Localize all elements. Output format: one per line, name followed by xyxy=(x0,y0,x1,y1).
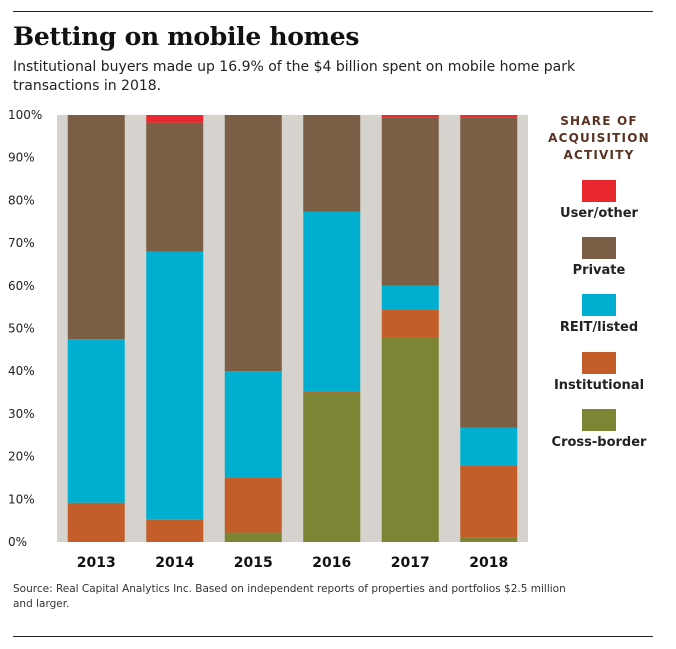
bar-segment-user-other-2017 xyxy=(381,115,439,118)
bar-segment-private-2017 xyxy=(381,117,439,286)
y-tick-label: 30% xyxy=(8,407,35,421)
x-tick-label-2018: 2018 xyxy=(469,555,508,571)
legend-swatch-reit-listed xyxy=(582,294,616,316)
y-tick-label: 0% xyxy=(8,535,27,549)
bar-segment-institutional-2015 xyxy=(224,477,282,533)
top-rule xyxy=(13,11,653,12)
bar-segment-private-2013 xyxy=(67,115,125,340)
bar-segment-user-other-2018 xyxy=(460,115,518,118)
x-tick-label-2017: 2017 xyxy=(391,555,430,571)
x-tick-label-2016: 2016 xyxy=(312,555,351,571)
bar-segment-cross-border-2015 xyxy=(224,532,282,542)
bar-segment-cross-border-2017 xyxy=(381,337,439,542)
legend-item-private: Private xyxy=(540,237,658,278)
bar-segment-reit-listed-2016 xyxy=(303,211,361,392)
bar-segment-cross-border-2016 xyxy=(303,392,361,542)
y-tick-label: 70% xyxy=(8,236,35,250)
legend-title: SHARE OF ACQUISITION ACTIVITY xyxy=(548,114,650,162)
y-tick-label: 10% xyxy=(8,492,35,506)
plot-background xyxy=(57,115,528,542)
bottom-rule xyxy=(13,636,653,637)
legend-label-reit-listed: REIT/listed xyxy=(559,320,639,335)
y-tick-label: 100% xyxy=(8,108,42,122)
bar-segment-private-2016 xyxy=(303,115,361,212)
y-tick-label: 40% xyxy=(8,364,35,378)
y-axis-ticks: 0% 10% 20% 30% 40% 50% 60% 70% 80% 90% 100% xyxy=(8,108,42,549)
bar-segment-reit-listed-2014 xyxy=(146,251,204,520)
legend-label-cross-border: Cross-border xyxy=(551,435,647,450)
x-axis-ticks: 2013 2014 2015 2016 2017 2018 xyxy=(77,555,508,571)
bar-segment-private-2018 xyxy=(460,117,518,428)
x-tick-label-2014: 2014 xyxy=(155,555,194,571)
bar-segment-user-other-2014 xyxy=(146,115,204,123)
legend-item-institutional: Institutional xyxy=(540,352,658,393)
bar-segment-institutional-2016 xyxy=(303,391,361,393)
y-tick-label: 50% xyxy=(8,322,35,336)
legend-swatch-cross-border xyxy=(582,409,616,431)
bar-segment-institutional-2013 xyxy=(67,502,125,542)
legend-swatch-institutional xyxy=(582,352,616,374)
bar-segment-institutional-2018 xyxy=(460,465,518,538)
bar-segment-cross-border-2018 xyxy=(460,537,518,542)
legend-swatch-private xyxy=(582,237,616,259)
chart-subtitle: Institutional buyers made up 16.9% of th… xyxy=(13,59,576,94)
bar-segment-reit-listed-2015 xyxy=(224,371,282,478)
chart-title: Betting on mobile homes xyxy=(13,22,360,51)
legend-label-private: Private xyxy=(572,263,626,278)
bar-segment-reit-listed-2018 xyxy=(460,427,518,466)
y-tick-label: 80% xyxy=(8,193,35,207)
legend-item-reit-listed: REIT/listed xyxy=(540,294,658,335)
legend-item-user-other: User/other xyxy=(540,180,658,221)
bar-segment-institutional-2014 xyxy=(146,519,204,542)
legend-label-user-other: User/other xyxy=(560,206,638,221)
legend-swatch-user-other xyxy=(582,180,616,202)
bar-segment-institutional-2017 xyxy=(381,309,439,338)
x-tick-label-2013: 2013 xyxy=(77,555,116,571)
plot-area xyxy=(57,115,528,542)
y-tick-label: 90% xyxy=(8,151,35,165)
legend-item-cross-border: Cross-border xyxy=(540,409,658,450)
legend-label-institutional: Institutional xyxy=(553,378,645,393)
x-tick-label-2015: 2015 xyxy=(234,555,273,571)
bar-segment-private-2014 xyxy=(146,122,204,252)
y-tick-label: 60% xyxy=(8,279,35,293)
source-note: Source: Real Capital Analytics Inc. Base… xyxy=(13,583,566,610)
bar-segment-reit-listed-2017 xyxy=(381,285,439,310)
y-tick-label: 20% xyxy=(8,450,35,464)
bar-segment-private-2015 xyxy=(224,115,282,372)
bar-segment-reit-listed-2013 xyxy=(67,339,125,503)
